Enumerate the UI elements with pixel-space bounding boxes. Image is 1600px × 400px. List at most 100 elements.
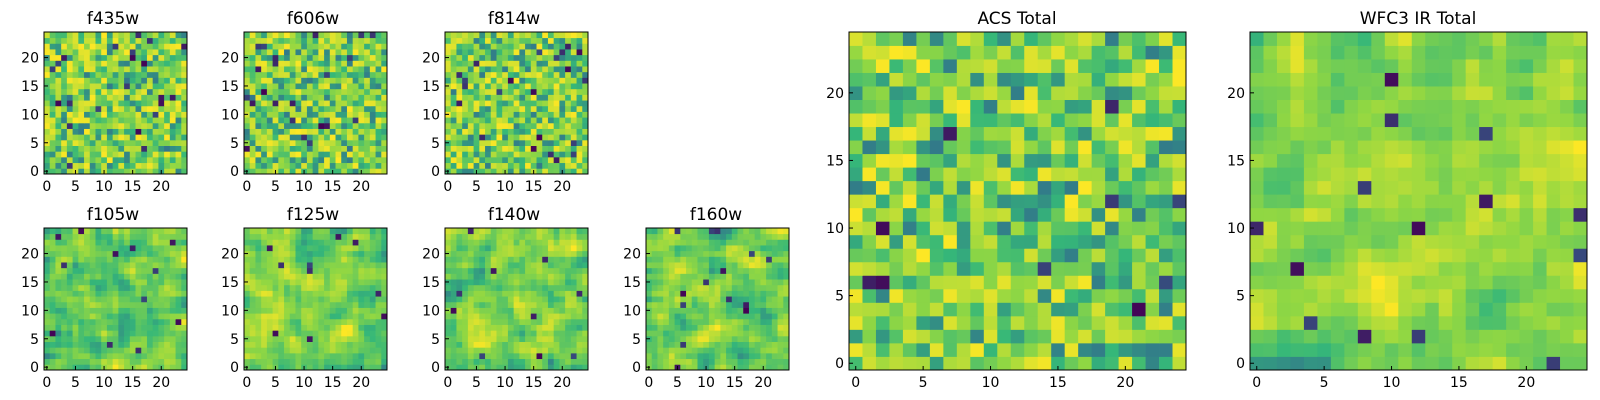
heatmap-cell <box>306 290 314 297</box>
heatmap-cell <box>582 239 589 246</box>
heatmap-cell <box>61 273 68 280</box>
heatmap-cell <box>714 250 721 257</box>
heatmap-cell <box>542 100 549 107</box>
heatmap-cell <box>485 128 492 135</box>
heatmap-cell <box>266 117 273 124</box>
heatmap-cell <box>284 145 291 152</box>
heatmap-cell <box>118 60 125 67</box>
heatmap-cell <box>78 245 85 252</box>
heatmap-cell <box>576 256 583 263</box>
heatmap-cell <box>152 358 159 365</box>
heatmap-cell <box>565 233 572 240</box>
heatmap-cell <box>112 122 119 129</box>
heatmap-cell <box>255 233 262 240</box>
heatmap-cell <box>146 100 154 107</box>
heatmap-cell <box>106 168 114 175</box>
heatmap-cell <box>703 301 710 308</box>
heatmap-cell <box>129 32 136 39</box>
heatmap-cell <box>106 335 114 342</box>
heatmap-cell <box>1159 180 1173 195</box>
heatmap-cell <box>445 71 452 78</box>
heatmap-cell <box>507 66 515 73</box>
heatmap-cell <box>272 284 279 291</box>
heatmap-cell <box>175 313 182 320</box>
heatmap-cell <box>335 245 342 252</box>
heatmap-cell <box>289 341 296 348</box>
heatmap-cell <box>146 335 154 342</box>
heatmap-cell <box>1091 356 1106 371</box>
heatmap-cell <box>158 32 165 39</box>
heatmap-cell <box>445 60 452 67</box>
heatmap-cell <box>284 49 291 56</box>
heatmap-cell <box>525 352 532 360</box>
heatmap-cell <box>553 301 560 308</box>
heatmap-cell <box>312 37 319 44</box>
heatmap-cell <box>55 233 62 240</box>
heatmap-cell <box>255 71 262 78</box>
heatmap-cell <box>78 262 85 269</box>
heatmap-cell <box>106 301 114 308</box>
heatmap-cell <box>582 273 589 280</box>
heatmap-cell <box>525 318 532 325</box>
heatmap-cell <box>760 233 767 240</box>
heatmap-cell <box>663 341 670 348</box>
heatmap-cell <box>929 315 944 330</box>
heatmap-cell <box>101 122 108 129</box>
heatmap-cell <box>324 262 331 269</box>
heatmap-cell <box>490 347 497 354</box>
heatmap-cell <box>306 364 314 371</box>
heatmap-cell <box>983 275 998 290</box>
heatmap-cell <box>369 60 376 67</box>
heatmap-cell <box>456 228 463 235</box>
heatmap-cell <box>748 358 756 365</box>
heatmap-cell <box>306 117 314 124</box>
heatmap-cell <box>542 364 549 371</box>
heatmap-cell <box>849 288 863 303</box>
heatmap-cell <box>278 324 285 331</box>
heatmap-cell <box>754 324 761 331</box>
heatmap-cell <box>1051 288 1066 303</box>
heatmap-cell <box>1105 248 1119 263</box>
heatmap-cell <box>164 347 171 354</box>
heatmap-cell <box>295 162 302 169</box>
heatmap-cell <box>261 43 268 50</box>
heatmap-cell <box>479 290 486 297</box>
heatmap-cell <box>89 139 96 146</box>
heatmap-cell <box>72 66 79 73</box>
heatmap-cell <box>708 330 716 337</box>
heatmap-cell <box>490 128 497 135</box>
heatmap-cell <box>582 307 589 314</box>
heatmap-cell <box>456 54 463 61</box>
heatmap-cell <box>301 49 308 56</box>
heatmap-cell <box>141 32 148 39</box>
heatmap-cell <box>530 111 537 118</box>
heatmap-cell <box>278 168 285 175</box>
heatmap-cell <box>124 43 131 50</box>
heatmap-cell <box>970 275 985 290</box>
heatmap-cell <box>61 111 68 118</box>
heatmap-cell <box>261 364 268 371</box>
heatmap-cell <box>496 284 503 291</box>
heatmap-cell <box>507 37 515 44</box>
heatmap-cell <box>181 94 188 101</box>
heatmap-cell <box>1132 248 1146 263</box>
heatmap-cell <box>766 284 773 291</box>
heatmap-cell <box>783 364 790 371</box>
heatmap-cell <box>55 88 62 95</box>
heatmap-cell <box>78 290 85 297</box>
y-tick-label: 15 <box>21 275 39 291</box>
heatmap-cell <box>346 71 354 78</box>
heatmap-cell <box>106 233 114 240</box>
x-tick-label: 10 <box>295 375 313 391</box>
heatmap-cell <box>158 37 165 44</box>
heatmap-cell <box>1078 153 1093 168</box>
heatmap-cell <box>266 94 273 101</box>
heatmap-cell <box>771 358 778 365</box>
heatmap-cell <box>680 279 687 286</box>
heatmap-cell <box>697 256 704 263</box>
heatmap-cell <box>582 245 589 252</box>
heatmap-cell <box>341 307 348 314</box>
heatmap-cell <box>66 105 73 112</box>
heatmap-cell <box>61 228 68 235</box>
heatmap-cell <box>490 290 497 297</box>
